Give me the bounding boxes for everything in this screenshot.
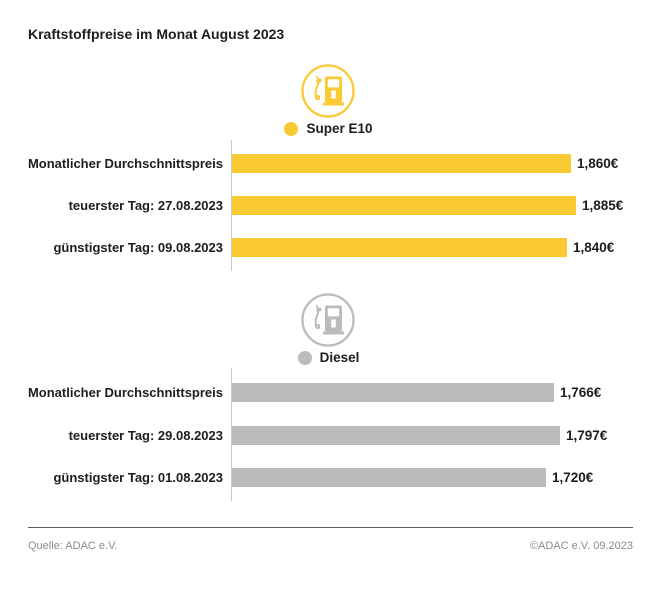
copyright-text: ©ADAC e.V. 09.2023 <box>529 540 633 552</box>
row-label: teuerster Tag: 27.08.2023 <box>68 197 223 213</box>
price-bar <box>232 153 571 173</box>
price-bar <box>232 237 567 257</box>
row-label: Monatlicher Durchschnittspreis <box>27 155 223 171</box>
price-bar <box>232 425 560 445</box>
price-value: 1,885€ <box>582 197 624 213</box>
price-value: 1,766€ <box>560 384 602 400</box>
price-value: 1,860€ <box>577 155 619 171</box>
legend-label: Diesel <box>319 350 360 365</box>
bar-row: teuerster Tag: 27.08.2023 1,885€ <box>0 195 623 215</box>
price-value: 1,720€ <box>552 469 594 485</box>
bar-row: Monatlicher Durchschnittspreis 1,766€ <box>0 382 601 402</box>
bar-row: günstigster Tag: 01.08.2023 1,720€ <box>0 467 593 487</box>
legend-dot <box>284 121 299 136</box>
row-label: teuerster Tag: 29.08.2023 <box>68 427 223 443</box>
fuel-pump-icon <box>300 292 356 348</box>
bar-row: Monatlicher Durchschnittspreis 1,860€ <box>0 153 618 173</box>
axis-line <box>231 140 232 271</box>
price-bar <box>232 382 554 402</box>
legend-super-e10: Super E10 <box>231 120 426 137</box>
source-text: Quelle: ADAC e.V. <box>28 540 118 552</box>
legend-label: Super E10 <box>306 121 373 136</box>
legend-dot <box>297 350 312 365</box>
row-label: günstigster Tag: 01.08.2023 <box>53 469 223 485</box>
row-label: günstigster Tag: 09.08.2023 <box>53 239 223 255</box>
axis-line <box>231 368 232 501</box>
price-value: 1,840€ <box>573 239 615 255</box>
footer-divider <box>28 527 633 528</box>
price-bar <box>232 195 576 215</box>
bar-row: teuerster Tag: 29.08.2023 1,797€ <box>0 425 607 445</box>
price-value: 1,797€ <box>566 427 608 443</box>
row-label: Monatlicher Durchschnittspreis <box>27 384 223 400</box>
legend-diesel: Diesel <box>231 349 426 366</box>
page-title: Kraftstoffpreise im Monat August 2023 <box>28 26 285 42</box>
price-bar <box>232 467 546 487</box>
fuel-pump-icon <box>300 63 356 119</box>
bar-row: günstigster Tag: 09.08.2023 1,840€ <box>0 237 614 257</box>
